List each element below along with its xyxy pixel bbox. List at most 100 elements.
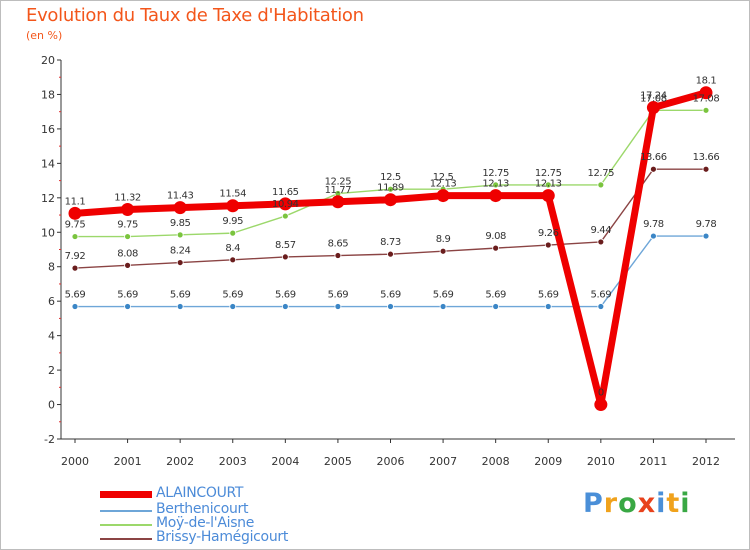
y-tick-label: 20 [41, 54, 55, 67]
x-tick-label: 2008 [482, 455, 510, 468]
data-label: 12.25 [325, 177, 352, 188]
data-label: 8.9 [436, 234, 451, 245]
data-point [597, 303, 605, 310]
data-point [124, 233, 131, 240]
data-point [699, 86, 713, 100]
data-point [544, 241, 552, 249]
data-point [650, 165, 657, 173]
data-point [597, 238, 605, 246]
legend-label: Berthenicourt [156, 501, 249, 517]
logo-letter: o [618, 488, 638, 519]
data-point [436, 189, 450, 203]
legend-swatch [100, 524, 152, 526]
y-tick-label: 18 [41, 88, 55, 101]
series-lines [68, 86, 713, 412]
data-point [489, 189, 503, 203]
data-point [176, 259, 184, 266]
data-point [71, 264, 79, 272]
data-point [439, 303, 447, 310]
x-tick-label: 2011 [639, 455, 667, 468]
data-label: 12.75 [535, 168, 562, 179]
y-tick-label: 12 [41, 192, 55, 205]
data-label: 12.5 [433, 172, 454, 183]
data-label: 5.69 [275, 290, 296, 301]
data-point [281, 212, 289, 220]
y-tick-label: 0 [48, 399, 55, 412]
data-point [702, 165, 710, 173]
data-label: 12.13 [482, 179, 509, 190]
x-tick-label: 2009 [534, 455, 562, 468]
data-point [334, 303, 342, 310]
x-tick-label: 2001 [114, 455, 142, 468]
y-tick-label: 10 [41, 226, 55, 239]
data-label: 13.66 [640, 152, 667, 163]
x-tick-label: 2004 [271, 455, 299, 468]
y-tick-label: 16 [41, 123, 55, 136]
data-label: 11.77 [325, 185, 352, 196]
x-tick-label: 2003 [219, 455, 247, 468]
data-label: 7.92 [65, 251, 86, 262]
x-tick-label: 2012 [692, 455, 720, 468]
data-point [387, 185, 394, 193]
data-label: 8.24 [170, 246, 191, 257]
data-label: 5.69 [117, 290, 138, 301]
data-point [646, 101, 660, 115]
data-label: 5.69 [590, 290, 611, 301]
data-point [226, 199, 240, 213]
data-label: 11.54 [219, 189, 246, 200]
data-label: 11.1 [65, 196, 86, 207]
data-label: 5.69 [538, 290, 559, 301]
x-tick-label: 2007 [429, 455, 457, 468]
data-label: 12.13 [430, 179, 457, 190]
data-label: 17.24 [640, 91, 667, 102]
data-point [439, 247, 447, 255]
x-tick-label: 2000 [61, 455, 89, 468]
data-label: 12.75 [588, 168, 615, 179]
data-label: 8.73 [380, 237, 401, 248]
data-point [492, 303, 500, 310]
data-point [331, 195, 345, 209]
y-tick-label: -2 [44, 433, 55, 446]
data-label: 5.69 [485, 290, 506, 301]
data-label: 9.95 [222, 216, 243, 227]
logo-letter: x [637, 488, 657, 519]
data-point [68, 206, 82, 220]
data-label: 5.69 [380, 290, 401, 301]
y-tick-label: 4 [48, 330, 55, 343]
data-point [597, 181, 605, 189]
data-point [229, 303, 237, 310]
data-point [229, 256, 237, 264]
data-point [492, 244, 500, 252]
y-tick-label: 8 [48, 261, 55, 274]
data-label: 9.85 [170, 218, 191, 229]
data-point [650, 232, 657, 240]
data-point [71, 303, 79, 310]
proxiti-logo: Proxiti [583, 488, 691, 519]
legend-label: Brissy-Hamégicourt [156, 529, 289, 545]
y-tick-label: 2 [48, 364, 55, 377]
legend-label: Moÿ-de-l'Aisne [156, 515, 255, 531]
data-label: 9.75 [65, 220, 86, 231]
data-point [278, 197, 292, 211]
data-point [124, 261, 131, 269]
data-point [173, 201, 187, 215]
data-label: 11.43 [167, 191, 194, 202]
data-label: 12.75 [482, 168, 509, 179]
legend-swatch [100, 510, 152, 512]
data-label: 11.32 [114, 193, 141, 204]
data-point [124, 303, 131, 310]
data-label: 17.08 [693, 93, 720, 104]
x-tick-label: 2005 [324, 455, 352, 468]
data-label: 5.69 [65, 290, 86, 301]
data-label: 12.5 [380, 172, 401, 183]
legend-swatch [100, 491, 152, 498]
data-label: 5.69 [433, 290, 454, 301]
x-tick-label: 2002 [166, 455, 194, 468]
logo-letter: i [680, 488, 691, 519]
logo-letter: t [666, 488, 681, 519]
data-point [387, 303, 394, 310]
y-tick-label: 14 [41, 157, 55, 170]
data-label: 12.13 [535, 179, 562, 190]
logo-letter: i [656, 488, 667, 519]
x-tick-label: 2006 [377, 455, 405, 468]
